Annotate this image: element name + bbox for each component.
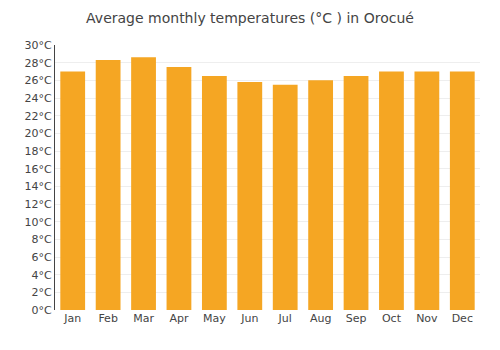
svg-text:4°C: 4°C [32,269,52,282]
svg-text:22°C: 22°C [25,110,52,123]
svg-text:0°C: 0°C [32,304,52,317]
svg-text:26°C: 26°C [25,74,52,87]
svg-text:Mar: Mar [133,312,154,325]
svg-text:18°C: 18°C [25,145,52,158]
svg-text:2°C: 2°C [32,286,52,299]
svg-text:Dec: Dec [452,312,473,325]
svg-text:Jul: Jul [278,312,292,325]
svg-text:Oct: Oct [382,312,402,325]
svg-text:24°C: 24°C [25,92,52,105]
svg-text:12°C: 12°C [25,198,52,211]
svg-text:30°C: 30°C [25,39,52,52]
svg-text:Aug: Aug [310,312,331,325]
svg-text:Feb: Feb [98,312,117,325]
svg-text:6°C: 6°C [32,251,52,264]
svg-text:May: May [203,312,226,325]
svg-text:Nov: Nov [416,312,438,325]
svg-text:14°C: 14°C [25,180,52,193]
svg-text:20°C: 20°C [25,127,52,140]
svg-text:Apr: Apr [169,312,189,325]
svg-text:Sep: Sep [346,312,367,325]
svg-text:8°C: 8°C [32,233,52,246]
svg-text:10°C: 10°C [25,216,52,229]
svg-text:Jan: Jan [63,312,81,325]
svg-text:Average monthly temperatures (: Average monthly temperatures (°C ) in Or… [86,10,414,26]
svg-text:16°C: 16°C [25,163,52,176]
svg-text:28°C: 28°C [25,57,52,70]
svg-text:Jun: Jun [240,312,258,325]
